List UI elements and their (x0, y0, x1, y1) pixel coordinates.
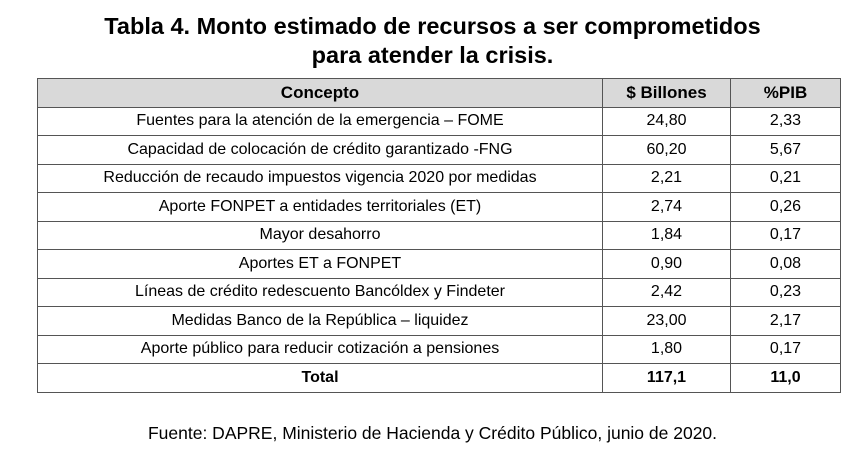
cell-concepto: Líneas de crédito redescuento Bancóldex … (37, 277, 603, 307)
cell-pib: 0,26 (730, 192, 841, 222)
cell-concepto: Aporte público para reducir cotización a… (37, 334, 603, 364)
header-concepto: Concepto (37, 78, 603, 108)
cell-billones: 2,21 (602, 163, 731, 193)
cell-pib: 2,17 (730, 306, 841, 336)
header-pib: %PIB (730, 78, 841, 108)
cell-pib: 2,33 (730, 106, 841, 136)
cell-billones: 0,90 (602, 249, 731, 279)
title-line-1: Tabla 4. Monto estimado de recursos a se… (104, 13, 761, 39)
cell-concepto: Reducción de recaudo impuestos vigencia … (37, 163, 603, 193)
cell-concepto: Capacidad de colocación de crédito garan… (37, 135, 603, 165)
table-row: Fuentes para la atención de la emergenci… (37, 106, 841, 136)
cell-billones: 2,42 (602, 277, 731, 307)
table-row: Reducción de recaudo impuestos vigencia … (37, 163, 841, 193)
total-label: Total (37, 363, 603, 393)
cell-pib: 0,17 (730, 220, 841, 250)
cell-concepto: Mayor desahorro (37, 220, 603, 250)
table-title: Tabla 4. Monto estimado de recursos a se… (0, 12, 865, 70)
total-billones: 117,1 (602, 363, 731, 393)
cell-concepto: Aporte FONPET a entidades territoriales … (37, 192, 603, 222)
total-pib: 11,0 (730, 363, 841, 393)
cell-concepto: Medidas Banco de la República – liquidez (37, 306, 603, 336)
resources-table: Concepto $ Billones %PIB Fuentes para la… (37, 78, 841, 393)
table-row: Aportes ET a FONPET 0,90 0,08 (37, 249, 841, 279)
cell-billones: 23,00 (602, 306, 731, 336)
cell-concepto: Aportes ET a FONPET (37, 249, 603, 279)
source-note: Fuente: DAPRE, Ministerio de Hacienda y … (147, 423, 718, 443)
cell-pib: 0,23 (730, 277, 841, 307)
total-row: Total 117,1 11,0 (37, 363, 841, 393)
table-row: Medidas Banco de la República – liquidez… (37, 306, 841, 336)
cell-billones: 60,20 (602, 135, 731, 165)
cell-billones: 1,80 (602, 334, 731, 364)
cell-pib: 5,67 (730, 135, 841, 165)
cell-concepto: Fuentes para la atención de la emergenci… (37, 106, 603, 136)
table-row: Aporte FONPET a entidades territoriales … (37, 192, 841, 222)
table-row: Capacidad de colocación de crédito garan… (37, 135, 841, 165)
cell-billones: 2,74 (602, 192, 731, 222)
cell-pib: 0,17 (730, 334, 841, 364)
cell-billones: 1,84 (602, 220, 731, 250)
cell-billones: 24,80 (602, 106, 731, 136)
table-row: Líneas de crédito redescuento Bancóldex … (37, 277, 841, 307)
table-row: Mayor desahorro 1,84 0,17 (37, 220, 841, 250)
header-billones: $ Billones (602, 78, 731, 108)
header-row: Concepto $ Billones %PIB (37, 78, 841, 108)
title-line-2: para atender la crisis. (311, 42, 554, 68)
cell-pib: 0,21 (730, 163, 841, 193)
cell-pib: 0,08 (730, 249, 841, 279)
table-row: Aporte público para reducir cotización a… (37, 334, 841, 364)
